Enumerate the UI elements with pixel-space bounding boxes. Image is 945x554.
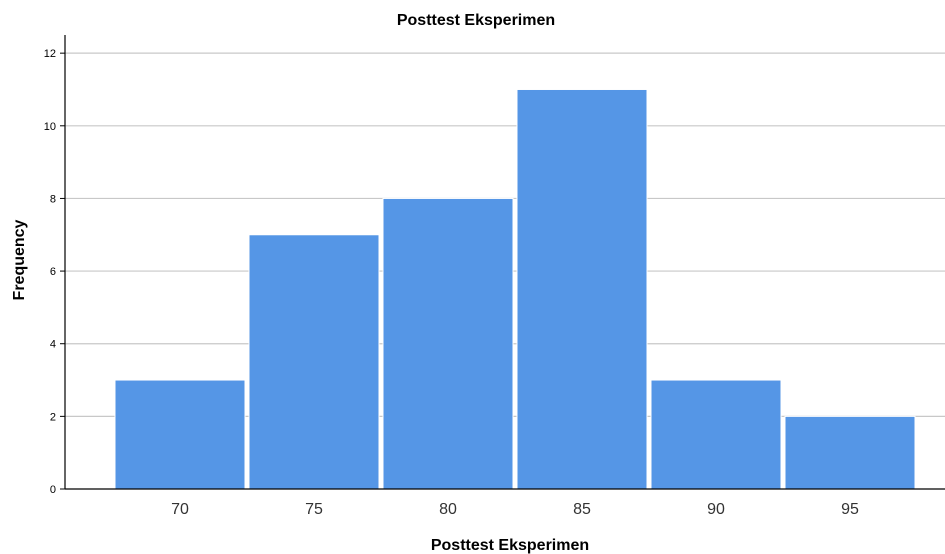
bar-95: [784, 415, 916, 490]
y-tick-label: 12: [44, 48, 56, 60]
x-tick-label: 90: [707, 501, 725, 518]
bar-85: [516, 88, 648, 490]
x-axis-title: Posttest Eksperimen: [431, 537, 589, 554]
axes: [60, 35, 945, 490]
chart-title: Posttest Eksperimen: [397, 12, 555, 29]
x-tick-label: 95: [841, 501, 859, 518]
y-tick-label: 8: [50, 193, 56, 205]
y-tick-label: 10: [44, 121, 56, 133]
y-tick-label: 0: [50, 484, 56, 496]
x-tick-label: 85: [573, 501, 591, 518]
x-tick-label: 80: [439, 501, 457, 518]
x-tick-labels: 70 75 80 85 90 95: [171, 501, 859, 518]
bar-70: [114, 379, 246, 490]
bar-75: [248, 234, 380, 490]
bars: [114, 88, 916, 490]
bar-80: [382, 197, 514, 490]
y-tick-label: 2: [50, 411, 56, 423]
y-tick-label: 6: [50, 266, 56, 278]
y-tick-label: 4: [50, 339, 56, 351]
x-tick-label: 70: [171, 501, 189, 518]
bar-90: [650, 379, 782, 490]
y-axis-title: Frequency: [11, 219, 28, 300]
y-tick-labels: 0 2 4 6 8 10 12: [44, 48, 56, 496]
x-tick-label: 75: [305, 501, 323, 518]
